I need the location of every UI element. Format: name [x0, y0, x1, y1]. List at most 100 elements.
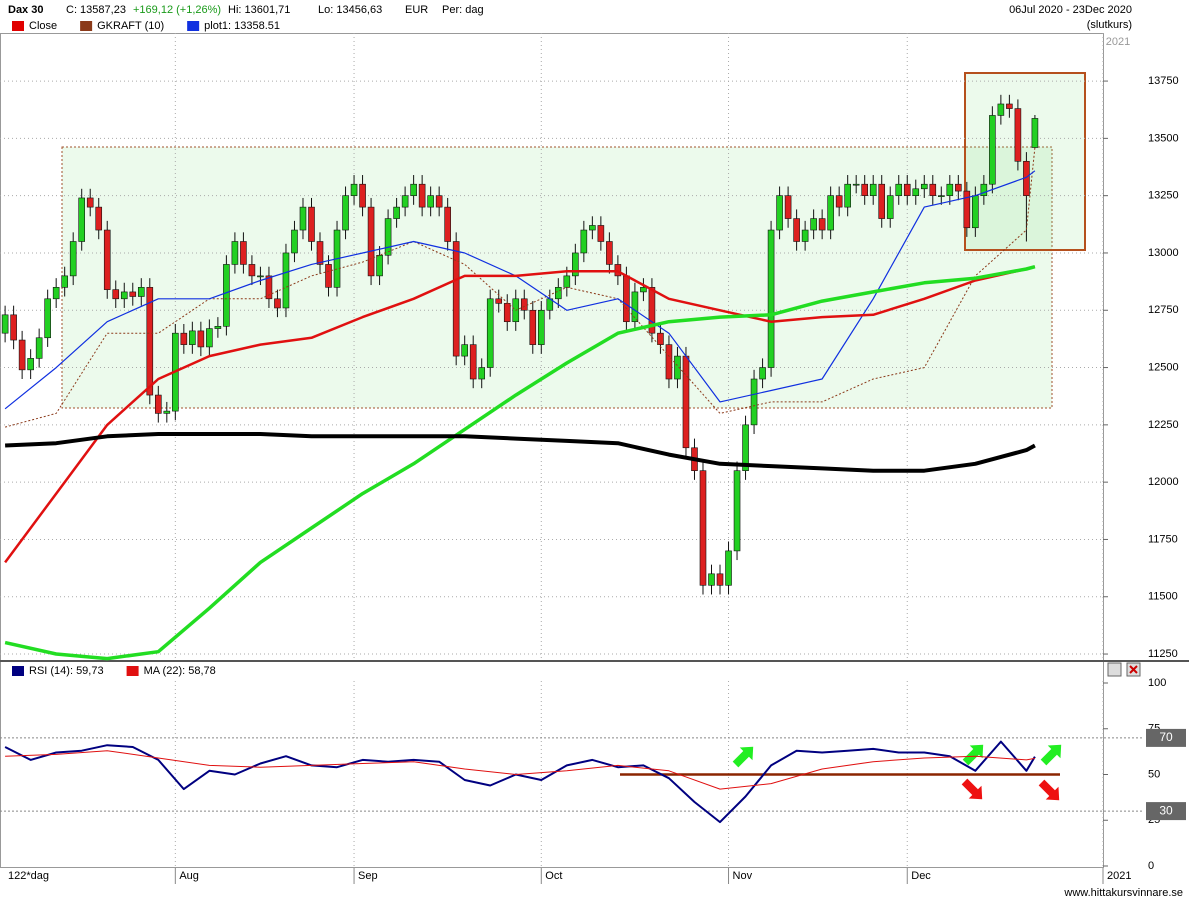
candle-body	[325, 264, 332, 288]
candle-body	[699, 470, 707, 586]
candle-body	[44, 298, 51, 339]
candle-body	[606, 241, 613, 265]
candle-body	[869, 183, 877, 196]
candle-body	[861, 183, 868, 196]
y-tick-label: 11250	[1148, 648, 1178, 660]
candle-body	[742, 424, 749, 471]
candle-body	[248, 264, 256, 277]
candle-body	[52, 287, 60, 300]
candle-body	[537, 309, 545, 345]
legend-swatch	[12, 666, 24, 676]
candle-body	[69, 241, 77, 277]
period: Per: dag	[442, 4, 484, 16]
candle-body	[146, 287, 154, 396]
candle-body	[589, 225, 596, 231]
year-label: 2021	[1106, 36, 1130, 48]
candle-body	[929, 183, 937, 196]
range-note: (slutkurs)	[1087, 19, 1132, 31]
candle-body	[155, 394, 162, 414]
candle-body	[878, 183, 886, 219]
candle-body	[776, 195, 783, 231]
x-tick-label: Aug	[179, 870, 199, 882]
line-series	[4, 170, 1036, 410]
candle-body	[989, 115, 996, 185]
candle-body	[716, 573, 724, 586]
x-tick-label: 2021	[1107, 870, 1131, 882]
x-tick-label: Oct	[545, 870, 562, 882]
down-arrow	[1038, 779, 1060, 801]
candle-body	[393, 206, 400, 219]
legend-label: Close	[29, 20, 57, 32]
candle-body	[955, 183, 962, 192]
candle-body	[1006, 103, 1013, 109]
candle-body	[767, 229, 775, 368]
candle-body	[793, 218, 800, 242]
candle-body	[427, 195, 434, 208]
candle-body	[435, 195, 443, 208]
candle-body	[274, 298, 281, 309]
candle-body	[640, 287, 647, 293]
candle-body	[61, 275, 68, 288]
candle-body	[376, 254, 383, 277]
candle-body	[520, 298, 528, 311]
up-arrow	[962, 744, 984, 766]
currency: EUR	[405, 4, 428, 16]
candle-body	[265, 275, 273, 300]
down-arrow	[961, 778, 983, 800]
y-tick-label: 12000	[1148, 476, 1179, 488]
candle-body	[818, 218, 826, 231]
legend-label: RSI (14): 59,73	[29, 665, 104, 677]
candle-body	[418, 183, 426, 208]
candle-body	[163, 410, 171, 414]
candle-body	[529, 309, 537, 345]
candle-body	[112, 289, 120, 300]
line-series	[4, 740, 1036, 824]
legend-swatch	[126, 666, 139, 676]
legend-swatch	[80, 21, 93, 31]
candle-body	[401, 195, 409, 208]
candle-body	[257, 275, 264, 278]
candle-body	[835, 195, 843, 208]
candle-body	[972, 195, 979, 229]
candle-body	[937, 195, 945, 197]
candle-body	[946, 183, 954, 196]
candle-body	[223, 264, 230, 327]
candle-body	[657, 332, 664, 345]
candle-body	[18, 339, 26, 371]
up-arrow	[1040, 744, 1062, 766]
candle-body	[129, 291, 137, 297]
candle-body	[674, 355, 681, 380]
legend-swatch	[12, 21, 24, 31]
arrows	[732, 744, 1062, 801]
low: Lo: 13456,63	[318, 4, 382, 16]
candle-body	[827, 195, 834, 231]
y-tick-label: 13000	[1148, 247, 1179, 259]
legend-label: plot1: 13358.51	[204, 20, 280, 32]
candle-body	[759, 367, 766, 380]
candle-body	[733, 470, 741, 552]
candle-body	[342, 195, 349, 231]
y-tick-label: 0	[1148, 860, 1154, 872]
close: C: 13587,23	[66, 4, 126, 16]
candle-body	[682, 355, 690, 449]
settings-icon[interactable]	[1107, 662, 1122, 677]
change: +169,12 (+1,26%)	[133, 4, 221, 16]
candle-body	[708, 573, 715, 586]
candle-body	[308, 206, 315, 242]
candle-body	[95, 206, 103, 231]
candle-body	[384, 218, 392, 256]
candle-body	[903, 183, 911, 196]
candle-body	[495, 298, 503, 304]
candle-body	[665, 344, 673, 380]
candle-body	[120, 291, 128, 300]
candle-body	[1, 314, 9, 334]
level-box	[1146, 728, 1186, 747]
y-tick-label: 11500	[1148, 591, 1178, 603]
y-tick-label: 13750	[1148, 75, 1179, 87]
days-label: 122*dag	[8, 870, 49, 882]
y-tick-label: 13250	[1148, 190, 1179, 202]
legend-label: GKRAFT (10)	[97, 20, 164, 32]
candle-body	[180, 332, 188, 345]
candle-body	[852, 183, 860, 186]
